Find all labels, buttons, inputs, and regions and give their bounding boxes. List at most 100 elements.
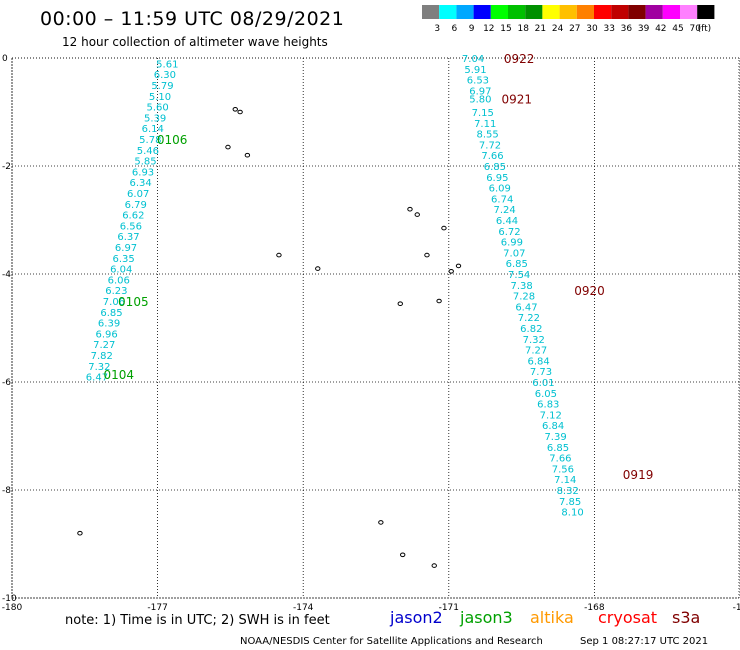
- swh-value: 5.85: [134, 157, 156, 168]
- units-note: note: 1) Time is in UTC; 2) SWH is in fe…: [65, 613, 330, 628]
- island-outline: [244, 152, 251, 158]
- pass-time-label: 0921: [501, 93, 532, 107]
- island-outline: [232, 107, 238, 112]
- island-outline: [455, 263, 462, 269]
- legend-swatch: [628, 5, 646, 19]
- legend-label: 6: [452, 24, 458, 34]
- legend-label: 21: [535, 24, 546, 34]
- sat-label-altika: altika: [530, 608, 574, 627]
- swh-value: 7.22: [518, 313, 540, 324]
- legend-swatch: [576, 5, 594, 19]
- swh-value: 5.10: [149, 92, 171, 103]
- swh-value: 7.07: [503, 248, 525, 259]
- swh-value: 5.61: [156, 59, 178, 70]
- swh-value: 7.28: [513, 292, 535, 303]
- island-outline: [424, 252, 430, 258]
- legend-label: 12: [483, 24, 494, 34]
- swh-value: 8.55: [476, 130, 498, 141]
- page-subtitle: 12 hour collection of altimeter wave hei…: [62, 35, 328, 49]
- swh-value: 6.07: [127, 189, 149, 200]
- legend-label: 3: [434, 24, 440, 34]
- legend-label: 70: [689, 24, 701, 34]
- legend-label: 18: [517, 24, 529, 34]
- swh-value: 6.09: [489, 184, 511, 195]
- swh-value: 5.78: [139, 135, 161, 146]
- y-tick-label: -6: [2, 378, 11, 388]
- swh-value: 7.32: [88, 362, 110, 373]
- swh-value: 6.79: [125, 200, 147, 211]
- swh-value: 6.39: [98, 319, 120, 330]
- swh-value: 7.12: [540, 410, 562, 421]
- swh-value: 6.96: [96, 329, 118, 340]
- legend-label: 39: [638, 24, 650, 34]
- swh-value: 7.72: [479, 140, 501, 151]
- legend-swatch: [594, 5, 612, 19]
- swh-value: 6.85: [547, 443, 569, 454]
- x-tick-label: -180: [2, 603, 23, 610]
- legend-label: 42: [655, 24, 666, 34]
- swh-value: 5.91: [464, 65, 486, 76]
- swh-value: 6.35: [112, 254, 134, 265]
- swh-value: 6.82: [520, 324, 542, 335]
- island-outline: [448, 269, 454, 274]
- swh-value: 6.05: [535, 389, 557, 400]
- swh-value: 7.24: [493, 205, 515, 216]
- legend-label: 45: [672, 24, 683, 34]
- swh-value: 7.27: [525, 346, 547, 357]
- legend-label: 27: [569, 24, 580, 34]
- pass-time-label: 0922: [504, 52, 535, 66]
- y-tick-label: -10: [2, 594, 17, 604]
- pass-time-label: 0106: [157, 133, 188, 147]
- pass-time-label: 0105: [118, 295, 149, 309]
- swh-value: 6.30: [154, 70, 176, 81]
- sat-label-cryosat: cryosat: [598, 608, 658, 627]
- swh-value: 6.97: [469, 86, 491, 97]
- pass-time-label: 0104: [103, 368, 134, 382]
- x-tick-label: -171: [439, 603, 459, 610]
- swh-value: 6.72: [498, 227, 520, 238]
- swh-value: 7.27: [93, 340, 115, 351]
- island-outline: [414, 212, 420, 217]
- credit-line: NOAA/NESDIS Center for Satellite Applica…: [240, 636, 543, 647]
- swh-value: 5.46: [137, 146, 159, 157]
- legend-label: 15: [500, 24, 511, 34]
- swh-value: 6.56: [120, 221, 142, 232]
- swh-value: 7.85: [559, 497, 581, 508]
- y-tick-label: -2: [2, 162, 11, 172]
- swh-value: 6.93: [132, 167, 154, 178]
- legend-swatch: [542, 5, 560, 19]
- swh-value: 6.34: [129, 178, 151, 189]
- island-outline: [436, 298, 442, 304]
- legend-label: 30: [586, 24, 598, 34]
- sat-label-jason2: jason2: [390, 608, 443, 627]
- island-outline: [225, 144, 231, 150]
- swh-value: 6.97: [115, 243, 137, 254]
- swh-value: 6.53: [467, 76, 489, 87]
- island-outline: [399, 552, 406, 558]
- swh-value: 7.06: [103, 297, 125, 308]
- legend-label: 9: [469, 24, 475, 34]
- swh-value: 6.47: [86, 373, 108, 384]
- legend-swatch: [439, 5, 457, 19]
- swh-value: 8.10: [561, 508, 583, 519]
- swh-value: 6.84: [527, 356, 549, 367]
- swh-value: 7.14: [554, 475, 576, 486]
- swh-value: 7.04: [462, 54, 484, 65]
- island-outline: [397, 301, 403, 307]
- map-frame: [11, 57, 740, 599]
- island-outline: [441, 225, 447, 231]
- island-outline: [77, 530, 83, 536]
- x-tick-label: -168: [584, 603, 605, 610]
- legend-swatch: [645, 5, 663, 19]
- legend-swatch: [559, 5, 577, 19]
- legend-swatch: [508, 5, 526, 19]
- swh-value: 6.23: [105, 286, 127, 297]
- swh-value: 5.79: [151, 81, 173, 92]
- swh-value: 7.66: [549, 454, 571, 465]
- legend-unit: (ft): [698, 24, 712, 34]
- legend-label: 33: [603, 24, 614, 34]
- swh-value: 5.39: [144, 113, 166, 124]
- swh-value: 8.32: [557, 486, 579, 497]
- swh-value: 7.82: [91, 351, 113, 362]
- legend-swatch: [697, 5, 715, 19]
